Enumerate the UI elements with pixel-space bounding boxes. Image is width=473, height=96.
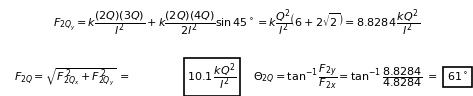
Text: $F_{2Q} = \sqrt{F_{2Q_x}^{\,2} + F_{2Q_y}^{\,2}}\; =$: $F_{2Q} = \sqrt{F_{2Q_x}^{\,2} + F_{2Q_y… [14, 66, 130, 88]
Text: $F_{2Q_y} = k\dfrac{(2Q)(3Q)}{l^2} + k\dfrac{(2Q)(4Q)}{2l^2}\sin 45^\circ = k\df: $F_{2Q_y} = k\dfrac{(2Q)(3Q)}{l^2} + k\d… [53, 8, 420, 38]
Text: $10.1\,\dfrac{kQ^2}{l^2}$: $10.1\,\dfrac{kQ^2}{l^2}$ [187, 61, 236, 92]
Text: $\Theta_{2Q} = \tan^{-1}\dfrac{F_{2y}}{F_{2x}} = \tan^{-1}\dfrac{8.8284}{4.8284}: $\Theta_{2Q} = \tan^{-1}\dfrac{F_{2y}}{F… [253, 63, 438, 91]
Text: $61^\circ$: $61^\circ$ [447, 71, 468, 83]
